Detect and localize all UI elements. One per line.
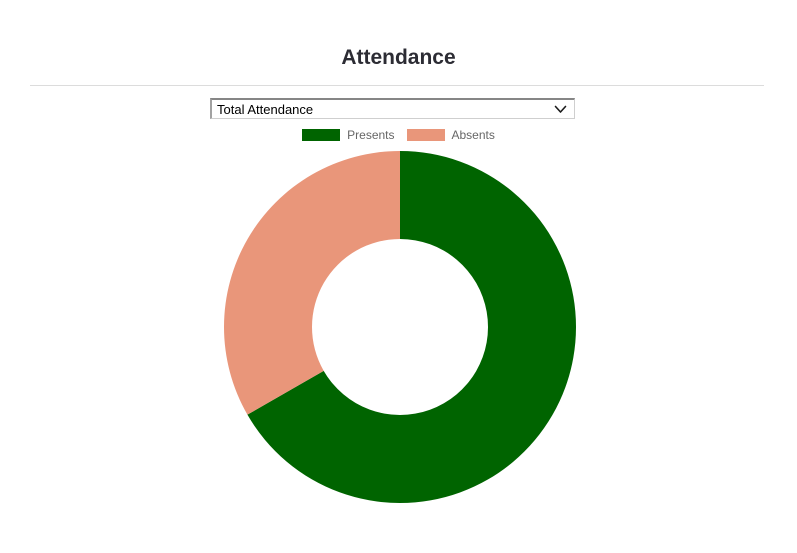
legend-label-absents: Absents (451, 128, 495, 142)
legend-label-presents: Presents (347, 128, 395, 142)
attendance-filter-value: Total Attendance (217, 101, 314, 117)
attendance-donut-chart (224, 151, 577, 503)
page-title: Attendance (341, 46, 456, 69)
attendance-filter-select[interactable]: Total Attendance (210, 98, 575, 119)
chevron-down-icon (554, 105, 567, 113)
chart-legend: Presents Absents (0, 128, 797, 142)
legend-swatch-presents (302, 129, 341, 141)
legend-item-absents[interactable]: Absents (406, 128, 495, 142)
donut-segment-presents[interactable] (247, 151, 577, 503)
legend-swatch-absents (406, 129, 445, 141)
legend-item-presents[interactable]: Presents (302, 128, 395, 142)
header-divider (30, 85, 764, 86)
donut-segment-absents[interactable] (224, 151, 400, 415)
